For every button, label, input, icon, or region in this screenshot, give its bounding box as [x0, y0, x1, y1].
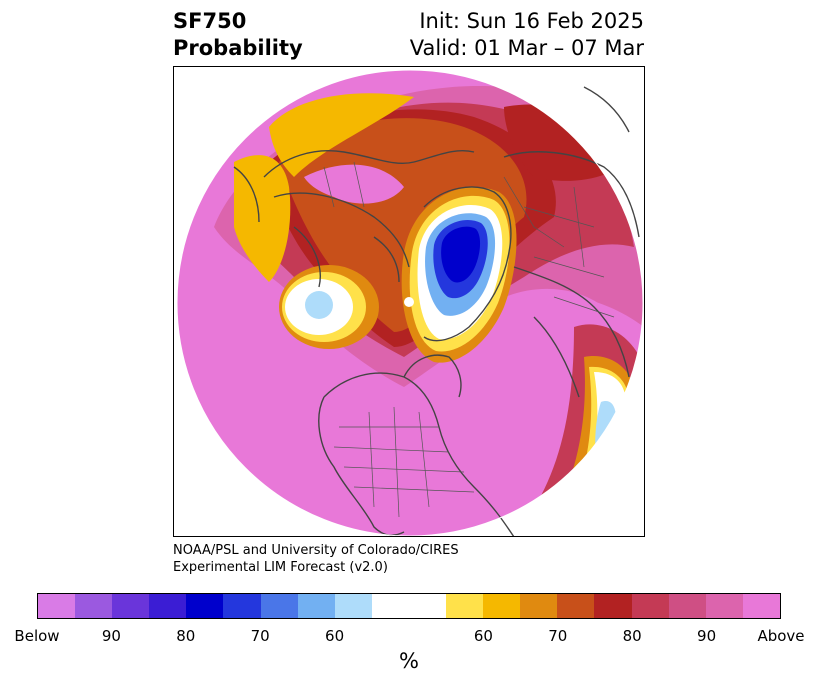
polar-map	[176, 69, 644, 536]
colorbar-tick-label: Above	[757, 627, 805, 645]
product-name: Probability	[173, 36, 303, 60]
credit-text: NOAA/PSL and University of Colorado/CIRE…	[173, 542, 459, 576]
colorbar-tick-label: 70	[250, 627, 270, 645]
field-band	[305, 291, 333, 319]
forecast-dates: Init: Sun 16 Feb 2025 Valid: 01 Mar – 07…	[410, 8, 644, 62]
valid-range: Valid: 01 Mar – 07 Mar	[409, 36, 644, 60]
field-band	[234, 155, 291, 282]
colorbar-segment	[112, 594, 150, 618]
colorbar-segment	[75, 594, 113, 618]
colorbar-tick-label: 60	[325, 627, 345, 645]
map-title: SF750 Probability	[173, 8, 303, 62]
colorbar-tick-label: 90	[697, 627, 717, 645]
colorbar-tick-label: 80	[622, 627, 642, 645]
field-band	[304, 164, 404, 204]
colorbar-segment	[483, 594, 521, 618]
colorbar-tick-label: Below	[14, 627, 60, 645]
colorbar-tick-label: 80	[176, 627, 196, 645]
init-date: Init: Sun 16 Feb 2025	[419, 9, 644, 33]
colorbar-segment	[186, 594, 224, 618]
map-panel	[173, 66, 645, 537]
colorbar-tick-label: 70	[548, 627, 568, 645]
colorbar-segment	[446, 594, 484, 618]
colorbar-segment	[223, 594, 261, 618]
colorbar-segment	[260, 594, 298, 618]
colorbar-tick-label: 60	[473, 627, 493, 645]
colorbar-segment	[149, 594, 187, 618]
credit-line-2: Experimental LIM Forecast (v2.0)	[173, 560, 388, 575]
political-borders	[323, 161, 615, 518]
colorbar-segment	[742, 594, 780, 618]
colorbar-segment	[371, 594, 447, 618]
colorbar-segment	[705, 594, 743, 618]
credit-line-1: NOAA/PSL and University of Colorado/CIRE…	[173, 543, 459, 558]
variable-name: SF750	[173, 9, 247, 33]
colorbar-segment	[631, 594, 669, 618]
colorbar-segment	[520, 594, 558, 618]
colorbar-segment	[38, 594, 76, 618]
colorbar-segment	[297, 594, 335, 618]
map-edge	[176, 69, 644, 536]
colorbar-unit: %	[399, 649, 419, 673]
field-band	[269, 93, 414, 177]
field-band	[441, 226, 481, 283]
colorbar	[37, 593, 781, 619]
colorbar-tick-label: 90	[101, 627, 121, 645]
colorbar-segment	[557, 594, 595, 618]
field-band	[404, 297, 414, 307]
colorbar-segment	[334, 594, 372, 618]
colorbar-segment	[594, 594, 632, 618]
colorbar-segment	[668, 594, 706, 618]
